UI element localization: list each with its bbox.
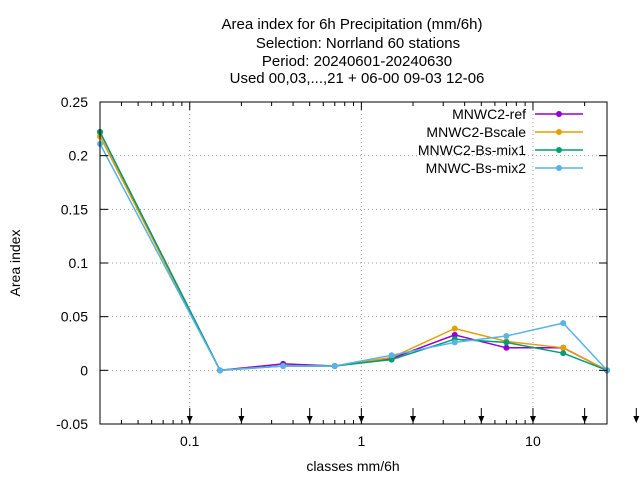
series-line <box>99 131 608 372</box>
data-point <box>503 344 510 351</box>
y-tick-label: 0.2 <box>69 148 89 164</box>
y-tick-label: 0.25 <box>61 94 88 110</box>
series-line <box>99 143 608 372</box>
y-tick-label: 0.1 <box>69 255 89 271</box>
data-point <box>216 367 223 374</box>
title-line-2: Selection: Norrland 60 stations <box>256 35 460 52</box>
legend-label: MNWC2-ref <box>452 106 526 122</box>
legend-marker <box>556 165 562 171</box>
legend-item: MNWC-Bs-mix2 <box>426 160 583 176</box>
x-tick-label: 10 <box>525 433 541 449</box>
threshold-arrow <box>581 408 588 423</box>
y-tick-label: 0.15 <box>61 201 88 217</box>
title-line-4: Used 00,03,...,21 + 06-00 09-03 12-06 <box>230 70 485 87</box>
legend-label: MNWC2-Bscale <box>426 124 526 140</box>
chart-title: Area index for 6h Precipitation (mm/6h) … <box>222 16 485 87</box>
series-MNWC2-Bs-mix1 <box>97 129 610 374</box>
data-point <box>388 352 395 359</box>
y-axis-label: Area index <box>7 230 23 297</box>
legend-label: MNWC-Bs-mix2 <box>426 160 527 176</box>
data-point <box>560 350 567 357</box>
x-tick-label: 1 <box>357 433 365 449</box>
legend-label: MNWC2-Bs-mix1 <box>418 142 526 158</box>
grid <box>100 102 607 424</box>
legend-item: MNWC2-Bscale <box>426 124 583 140</box>
data-point <box>503 332 510 339</box>
y-tick-label: 0.05 <box>61 309 88 325</box>
data-point <box>451 331 458 338</box>
series-line <box>99 131 608 372</box>
legend-marker <box>556 129 562 135</box>
legend-marker <box>556 147 562 153</box>
data-point <box>503 339 510 346</box>
series-MNWC-Bs-mix2 <box>97 140 610 374</box>
legend-item: MNWC2-ref <box>452 106 583 122</box>
threshold-arrow <box>410 408 417 423</box>
threshold-arrow <box>478 408 485 423</box>
data-point <box>560 320 567 327</box>
title-line-3: Period: 20240601-20240630 <box>262 53 452 70</box>
x-tick-label: 0.1 <box>180 433 200 449</box>
legend-item: MNWC2-Bs-mix1 <box>418 142 583 158</box>
y-axis-ticks: -0.05 0 0.05 0.1 0.15 0.2 0.25 <box>56 94 607 432</box>
threshold-arrow <box>238 408 245 423</box>
legend-marker <box>556 111 562 117</box>
title-line-1: Area index for 6h Precipitation (mm/6h) <box>222 16 483 33</box>
data-point <box>560 344 567 351</box>
data-point <box>451 339 458 346</box>
data-point <box>451 325 458 332</box>
x-axis-ticks: 0.1 1 10 <box>120 102 586 449</box>
threshold-arrows <box>186 408 640 423</box>
data-point <box>388 356 395 363</box>
series-MNWC2-ref <box>97 129 610 374</box>
threshold-arrow <box>633 408 640 423</box>
data-point <box>331 363 338 370</box>
legend: MNWC2-ref MNWC2-Bscale MNWC2-Bs-mix1 MNWC-B… <box>418 106 583 176</box>
data-point <box>280 363 287 370</box>
y-tick-label: 0 <box>80 362 88 378</box>
series-line <box>99 135 608 372</box>
series-lines <box>97 129 610 374</box>
y-tick-label: -0.05 <box>56 416 88 432</box>
threshold-arrow <box>306 408 313 423</box>
series-MNWC2-Bscale <box>97 133 610 374</box>
x-axis-label: classes mm/6h <box>306 458 399 474</box>
